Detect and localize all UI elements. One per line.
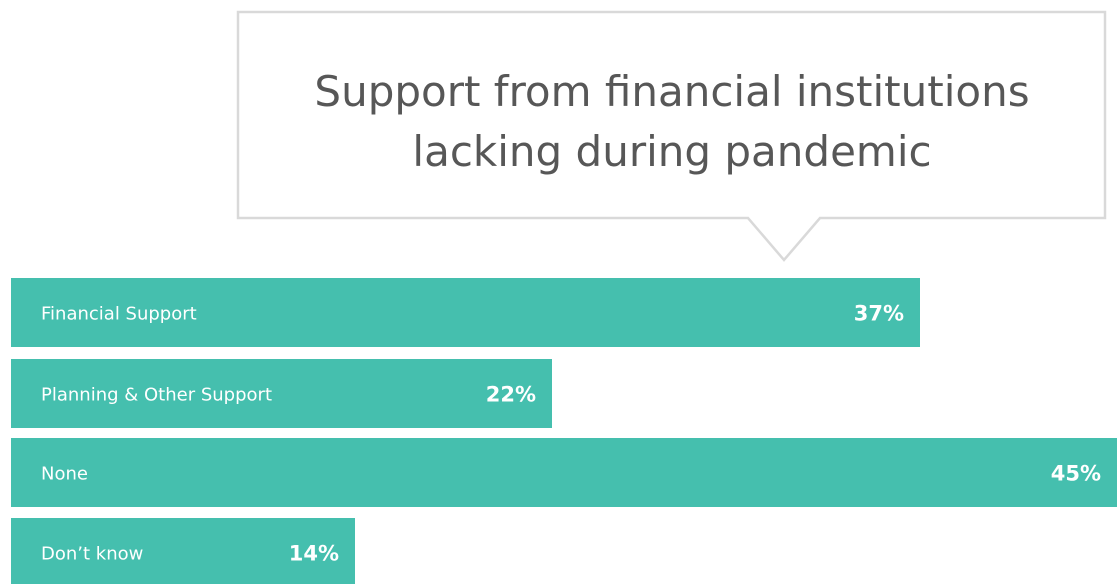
bar-value-label: 37% [854, 302, 904, 326]
bar-planning-other-support [11, 359, 552, 428]
bar-group-financial-support: Financial Support 37% [11, 278, 920, 347]
bar-group-don-t-know: Don’t know 14% [11, 518, 355, 584]
chart-title-line-1: Support from financial institutions [314, 67, 1030, 116]
bar-category-label: Financial Support [41, 304, 197, 325]
callout-outline [236, 10, 1107, 262]
title-callout-box [236, 10, 1107, 262]
bar-don-t-know [11, 518, 355, 584]
bar-group-planning-other-support: Planning & Other Support 22% [11, 359, 552, 428]
bar-category-label: None [41, 464, 88, 485]
bar-none [11, 438, 1117, 507]
bar-value-label: 22% [486, 383, 536, 407]
bar-category-label: Planning & Other Support [41, 385, 272, 406]
bar-group-none: None 45% [11, 438, 1117, 507]
bar-financial-support [11, 278, 920, 347]
bar-value-label: 14% [289, 542, 339, 566]
bar-category-label: Don’t know [41, 544, 143, 565]
chart-title-line-2: lacking during pandemic [412, 127, 932, 176]
chart-title: Support from financial institutions lack… [238, 62, 1106, 182]
bar-value-label: 45% [1051, 462, 1101, 486]
